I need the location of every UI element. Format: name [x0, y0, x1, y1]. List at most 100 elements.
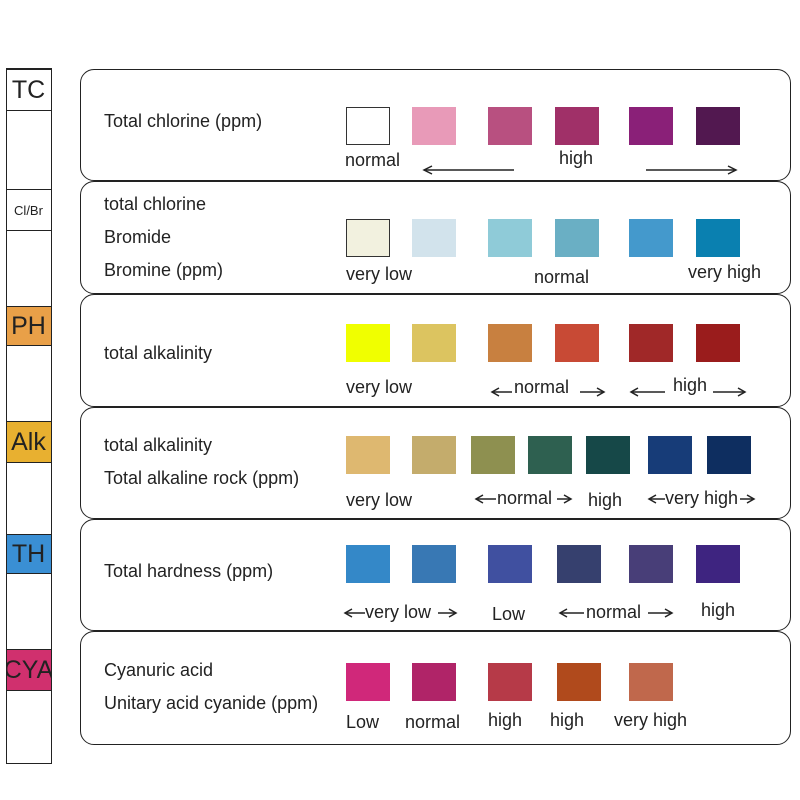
swatch — [346, 436, 390, 474]
panel-cyanuric-acid: Cyanuric acid Unitary acid cyanide (ppm)… — [80, 631, 791, 745]
range-text: high — [701, 600, 736, 620]
swatch — [488, 663, 532, 701]
swatch — [412, 324, 456, 362]
swatch — [629, 324, 673, 362]
swatch — [586, 436, 630, 474]
panel-label: Total hardness (ppm) — [104, 561, 274, 581]
swatch — [488, 324, 532, 362]
swatch — [471, 436, 515, 474]
left-arrow-icon — [343, 608, 365, 618]
range-text: high — [673, 375, 708, 395]
swatch — [696, 545, 740, 583]
pad-ph-label: PH — [11, 311, 46, 340]
panel-total-hardness: Total hardness (ppm) very low Low normal… — [80, 519, 791, 631]
swatch — [629, 107, 673, 145]
swatch — [696, 324, 740, 362]
range-text: very low — [346, 264, 413, 284]
swatch — [557, 545, 601, 583]
range-text: normal — [534, 267, 590, 287]
panel-total-chlorine: Total chlorine (ppm) normal high — [80, 69, 791, 181]
pad-tc: TC — [5, 69, 52, 111]
range-text: normal — [405, 712, 461, 732]
swatch — [346, 663, 390, 701]
swatch — [557, 663, 601, 701]
swatch — [696, 107, 740, 145]
swatch — [412, 107, 456, 145]
panel-label: total alkalinity — [104, 435, 213, 455]
right-arrow-icon — [580, 387, 606, 397]
range-text: normal — [586, 602, 642, 622]
panel-label: total chlorine — [104, 194, 207, 214]
pad-ph: PH — [5, 306, 52, 346]
pad-cl-br-label: Cl/Br — [14, 202, 43, 218]
right-arrow-icon — [648, 608, 674, 618]
pad-th-label: TH — [11, 539, 46, 568]
range-text: high — [550, 710, 585, 730]
panel-label: Bromide — [104, 227, 172, 247]
range-text: normal — [345, 150, 401, 170]
swatch — [629, 663, 673, 701]
swatch — [488, 545, 532, 583]
swatch — [555, 107, 599, 145]
pad-cya: CYA — [5, 649, 52, 691]
pad-cya-label: CYA — [5, 655, 52, 684]
range-text: very high — [688, 262, 762, 282]
left-arrow-icon — [490, 387, 512, 397]
left-arrow-icon — [647, 494, 665, 504]
test-strip: TC Cl/Br PH Alk TH CYA — [5, 68, 52, 764]
range-text: very low — [346, 377, 413, 397]
left-arrow-icon — [558, 608, 584, 618]
range-text: high — [488, 710, 523, 730]
panel-label: Total alkaline rock (ppm) — [104, 468, 300, 488]
panel-label: Total chlorine (ppm) — [104, 111, 263, 131]
swatch — [346, 545, 390, 583]
swatch — [629, 219, 673, 257]
left-arrow-icon — [422, 165, 514, 175]
swatch — [629, 545, 673, 583]
panel-ph: total alkalinity very low normal high — [80, 294, 791, 407]
panel-label: Unitary acid cyanide (ppm) — [104, 693, 319, 713]
swatch — [412, 545, 456, 583]
right-arrow-icon — [438, 608, 458, 618]
panel-label: Bromine (ppm) — [104, 260, 224, 280]
range-text: very high — [665, 488, 739, 508]
panel-chlorine-bromine: total chlorine Bromide Bromine (ppm) ver… — [80, 181, 791, 294]
swatch — [648, 436, 692, 474]
panel-label: Cyanuric acid — [104, 660, 214, 680]
swatch — [696, 219, 740, 257]
left-arrow-icon — [474, 494, 496, 504]
range-text: very high — [614, 710, 688, 730]
swatch — [346, 219, 390, 257]
range-text: very low — [365, 602, 432, 622]
pad-alk-label: Alk — [11, 427, 46, 456]
right-arrow-icon — [557, 494, 573, 504]
range-text: Low — [346, 712, 380, 732]
swatch — [346, 324, 390, 362]
range-text: Low — [492, 604, 526, 624]
pad-cl-br: Cl/Br — [5, 189, 52, 231]
panel-alkalinity: total alkalinity Total alkaline rock (pp… — [80, 407, 791, 519]
pad-tc-label: TC — [11, 75, 46, 104]
swatch — [555, 219, 599, 257]
range-text: very low — [346, 490, 413, 510]
swatch — [412, 436, 456, 474]
right-arrow-icon — [740, 494, 756, 504]
range-text: high — [559, 148, 594, 168]
left-arrow-icon — [629, 387, 665, 397]
pad-alk: Alk — [5, 421, 52, 463]
swatch — [488, 107, 532, 145]
swatch — [346, 107, 390, 145]
pad-th: TH — [5, 534, 52, 574]
swatch — [555, 324, 599, 362]
swatch — [412, 663, 456, 701]
swatch — [707, 436, 751, 474]
swatch — [488, 219, 532, 257]
panel-label: total alkalinity — [104, 343, 213, 363]
swatch — [528, 436, 572, 474]
swatch — [412, 219, 456, 257]
range-text: normal — [514, 377, 570, 397]
range-text: high — [588, 490, 623, 510]
right-arrow-icon — [713, 387, 747, 397]
range-text: normal — [497, 488, 553, 508]
right-arrow-icon — [646, 165, 738, 175]
